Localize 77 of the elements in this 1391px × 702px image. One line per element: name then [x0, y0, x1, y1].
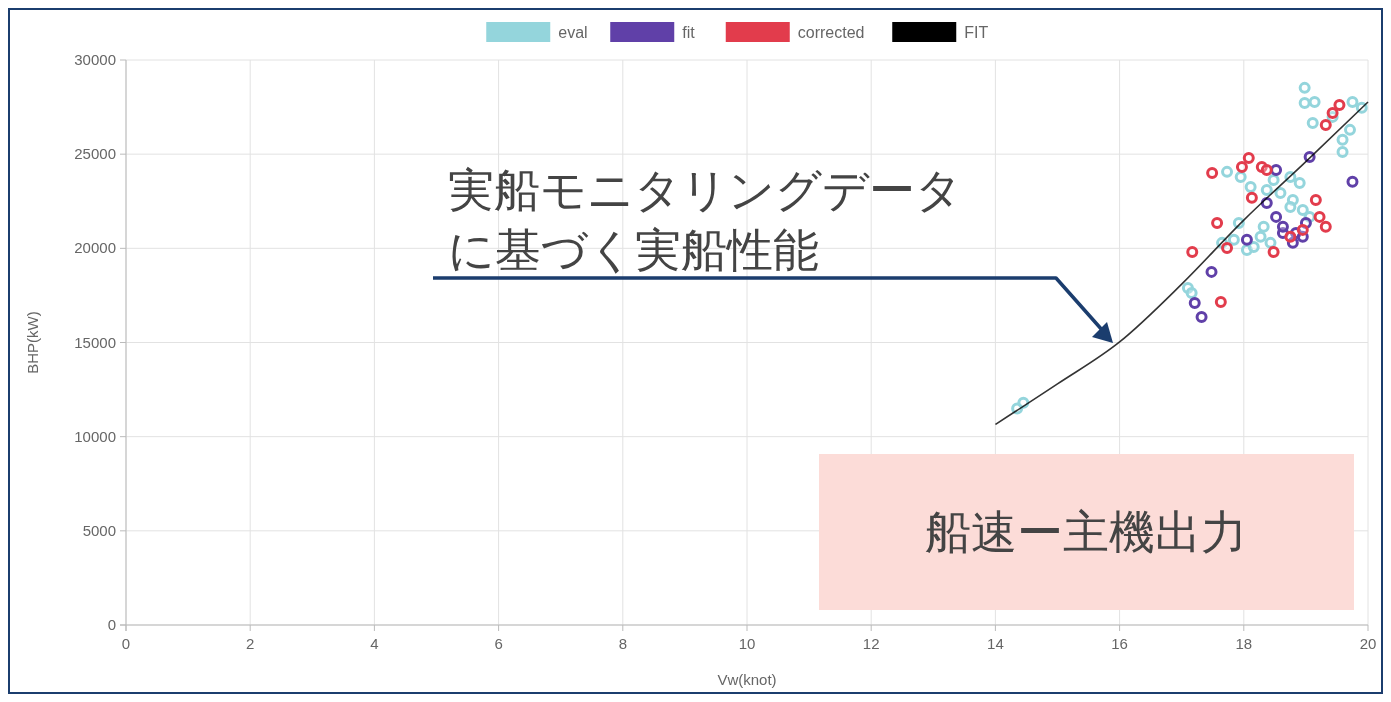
point: [1244, 180, 1257, 193]
point: [1274, 186, 1287, 199]
point: [1270, 210, 1283, 223]
point: [1234, 170, 1247, 183]
x-tick-label: 20: [1359, 635, 1377, 652]
point: [1205, 265, 1218, 278]
point: [1211, 216, 1224, 229]
y-tick-label: 5000: [82, 521, 116, 539]
point: [1240, 233, 1253, 246]
x-tick-label: 16: [1111, 635, 1128, 652]
x-tick-label: 2: [246, 635, 255, 652]
x-tick-label: 12: [862, 635, 880, 652]
annotation: 船速ー主機出力: [925, 505, 1247, 559]
point: [1343, 123, 1356, 136]
point: [1296, 223, 1309, 236]
point: [1227, 233, 1240, 246]
point: [1235, 160, 1248, 173]
point: [1254, 230, 1267, 243]
x-axis-title: Vw(knot): [717, 671, 777, 688]
point: [1276, 220, 1289, 233]
point: [1195, 310, 1208, 323]
annotation: 実船モニタリングデータ: [448, 163, 962, 217]
point: [1333, 99, 1346, 112]
point: [1313, 210, 1326, 223]
annotation: に基づく実船性能: [448, 223, 819, 277]
point: [1267, 245, 1280, 258]
point: [1346, 175, 1359, 188]
legend-label: eval: [558, 24, 588, 41]
point: [1214, 296, 1227, 309]
point: [1346, 96, 1359, 108]
x-tick-label: 0: [121, 635, 131, 652]
x-tick-label: 6: [494, 635, 503, 652]
point: [1267, 173, 1280, 186]
point: [1185, 286, 1198, 299]
point: [1319, 118, 1332, 131]
point: [1284, 230, 1297, 243]
point: [1221, 241, 1234, 254]
point: [1309, 193, 1322, 206]
point: [1245, 191, 1258, 204]
line-series: [994, 101, 1369, 426]
point: [1221, 165, 1234, 178]
point: [1298, 81, 1311, 94]
point: [1242, 151, 1255, 164]
point: [1260, 163, 1273, 176]
x-tick-label: 10: [738, 635, 756, 652]
legend-label: fit: [682, 24, 696, 41]
y-tick-label: 20000: [74, 239, 116, 257]
point: [1260, 183, 1273, 196]
point: [1296, 203, 1309, 216]
point: [1264, 236, 1277, 249]
x-tick-label: 18: [1235, 635, 1253, 652]
y-tick-label: 25000: [74, 145, 116, 163]
point: [1257, 220, 1270, 233]
point: [1298, 96, 1311, 109]
point: [1293, 176, 1306, 189]
x-tick-label: 4: [370, 635, 379, 652]
x-tick-label: 14: [987, 635, 1004, 652]
point: [1284, 200, 1297, 213]
point: [1336, 145, 1349, 158]
point: [1188, 296, 1201, 309]
point: [1308, 96, 1321, 108]
point: [1306, 116, 1319, 129]
y-tick-label: 0: [107, 616, 116, 633]
y-tick-label: 30000: [74, 51, 116, 68]
point: [1206, 167, 1219, 179]
point: [1186, 245, 1199, 258]
point: [1336, 133, 1349, 146]
legend-label: corrected: [797, 24, 865, 41]
point: [1319, 220, 1332, 233]
point: [1247, 241, 1260, 254]
y-tick-label: 10000: [74, 427, 116, 445]
x-tick-label: 8: [618, 635, 627, 652]
y-tick-label: 15000: [74, 333, 116, 351]
legend-label: FIT: [964, 24, 989, 41]
point: [1326, 106, 1339, 119]
point: [1270, 163, 1283, 176]
y-axis-title: BHP(kW): [24, 311, 41, 374]
